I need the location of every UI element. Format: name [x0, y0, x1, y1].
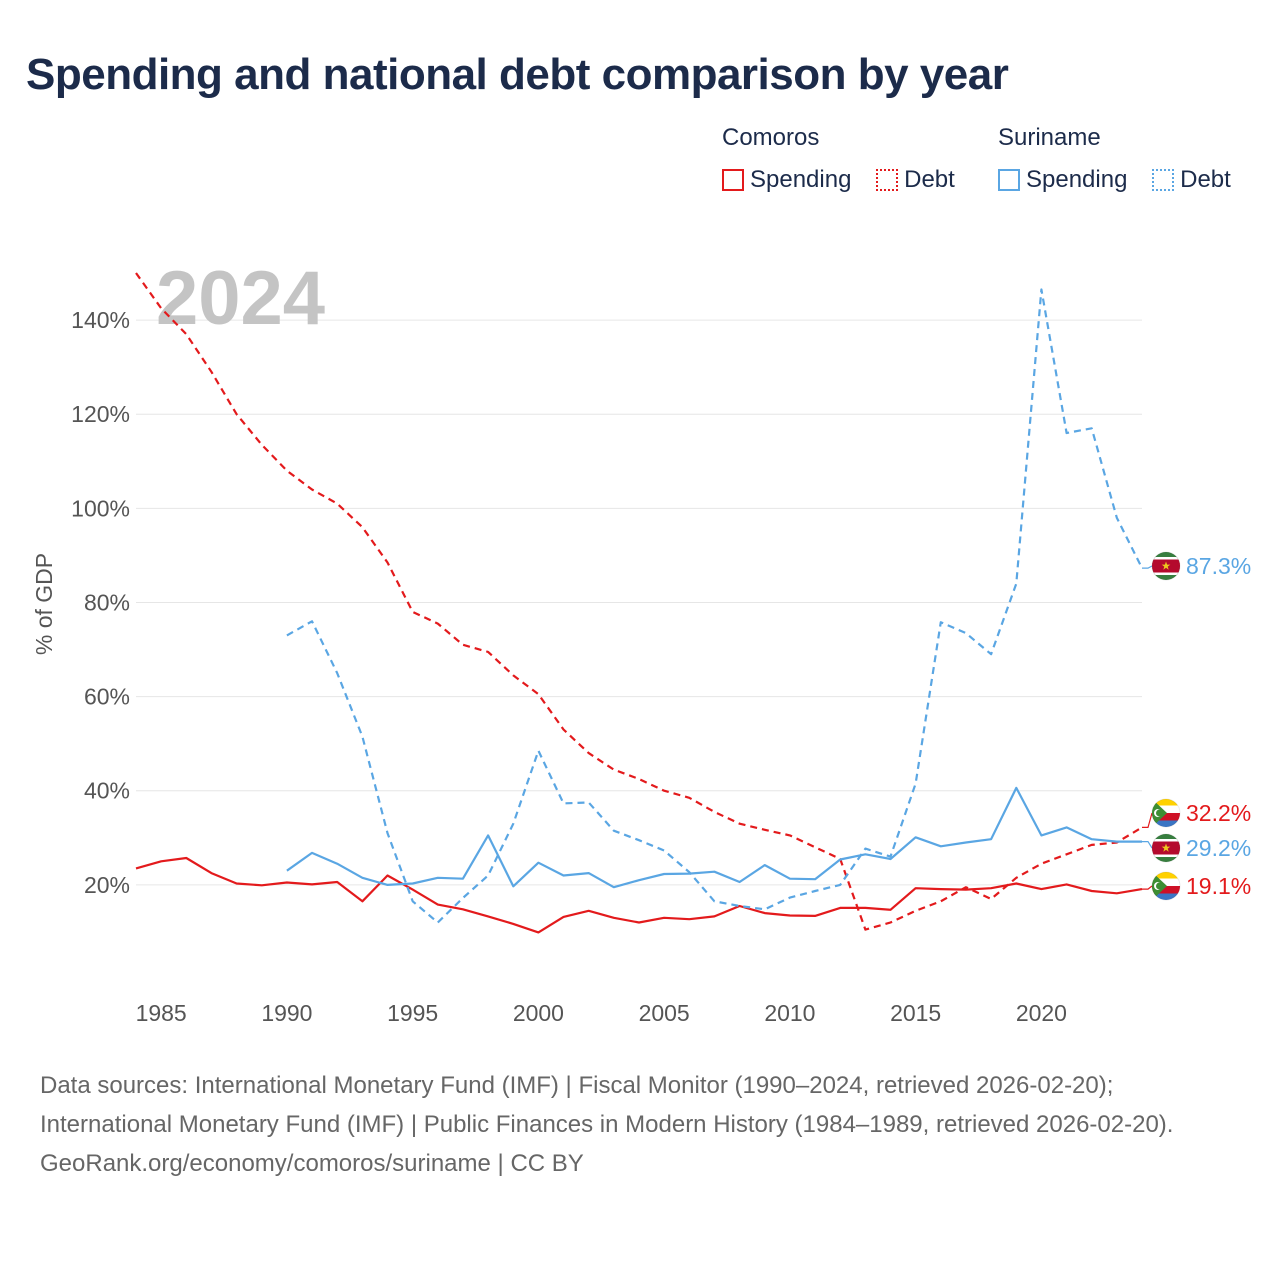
footer: Data sources: International Monetary Fun… — [40, 1066, 1240, 1183]
y-axis-ticks: 20% 40% 60% 80% 100% 120% 140% — [71, 307, 130, 898]
legend-item-suriname-debt[interactable]: Debt — [1152, 166, 1231, 194]
x-tick-label: 2000 — [513, 1000, 564, 1026]
series-line-comoros-spending[interactable] — [135, 856, 1143, 934]
x-tick-label: 2015 — [890, 1000, 941, 1026]
legend-item-comoros-spending[interactable]: Spending — [722, 166, 851, 194]
legend-item-comoros-debt[interactable]: Debt — [876, 166, 955, 194]
year-watermark: 2024 — [156, 256, 325, 341]
end-label-value: 29.2% — [1186, 835, 1251, 861]
x-tick-label: 1985 — [136, 1000, 187, 1026]
line-chart: 2024 % of GDP 20% 40% 60% 80% 100% 120% 140% 1… — [31, 256, 1251, 1026]
legend-label: Spending — [750, 166, 852, 193]
suriname-flag-icon — [1151, 833, 1181, 863]
legend-group-comoros: Comoros Spending Debt — [722, 124, 973, 198]
credit-link[interactable]: GeoRank.org/economy/comoros/suriname | C… — [40, 1150, 584, 1177]
legend-group-suriname: Suriname Spending Debt — [998, 124, 1231, 198]
series-line-suriname-debt[interactable] — [286, 288, 1143, 924]
legend-label: Debt — [1180, 166, 1231, 193]
solid-swatch-icon — [722, 169, 744, 191]
x-tick-label: 1990 — [261, 1000, 312, 1026]
y-axis-label: % of GDP — [31, 553, 57, 655]
series-line-suriname-spending[interactable] — [286, 786, 1142, 889]
comoros-flag-icon — [1151, 871, 1181, 901]
y-tick-label: 100% — [71, 495, 130, 521]
y-tick-label: 120% — [71, 401, 130, 427]
y-tick-label: 60% — [84, 684, 130, 710]
end-label-value: 32.2% — [1186, 800, 1251, 826]
solid-swatch-icon — [998, 169, 1020, 191]
suriname-flag-icon — [1151, 551, 1181, 581]
series-line-comoros-debt[interactable] — [135, 272, 1143, 931]
legend-country-suriname: Suriname — [998, 124, 1101, 151]
end-label-connector — [1142, 812, 1153, 829]
legend-country-comoros: Comoros — [722, 124, 820, 151]
end-labels: 87.3% 32.2% 29.2% 19.1% — [1142, 551, 1251, 901]
end-label-connector — [1142, 565, 1153, 569]
y-tick-label: 140% — [71, 307, 130, 333]
end-label-connector — [1142, 885, 1153, 890]
end-label-value: 19.1% — [1186, 873, 1251, 899]
x-tick-label: 2020 — [1016, 1000, 1067, 1026]
end-label-value: 87.3% — [1186, 553, 1251, 579]
end-label-connector — [1142, 840, 1153, 849]
dotted-swatch-icon — [1152, 169, 1175, 191]
x-tick-label: 2010 — [764, 1000, 815, 1026]
series-lines — [135, 272, 1143, 934]
gridlines — [136, 319, 1142, 886]
dotted-swatch-icon — [876, 169, 899, 191]
legend-label: Spending — [1026, 166, 1128, 193]
y-tick-label: 40% — [84, 778, 130, 804]
y-tick-label: 80% — [84, 589, 130, 615]
x-axis-ticks: 1985 1990 1995 2000 2005 2010 2015 2020 — [136, 1000, 1067, 1026]
x-tick-label: 1995 — [387, 1000, 438, 1026]
data-sources: Data sources: International Monetary Fun… — [40, 1072, 1174, 1138]
comoros-flag-icon — [1151, 798, 1181, 828]
y-tick-label: 20% — [84, 872, 130, 898]
chart-title: Spending and national debt comparison by… — [26, 50, 1009, 99]
legend-label: Debt — [904, 166, 955, 193]
x-tick-label: 2005 — [639, 1000, 690, 1026]
legend-item-suriname-spending[interactable]: Spending — [998, 166, 1127, 194]
